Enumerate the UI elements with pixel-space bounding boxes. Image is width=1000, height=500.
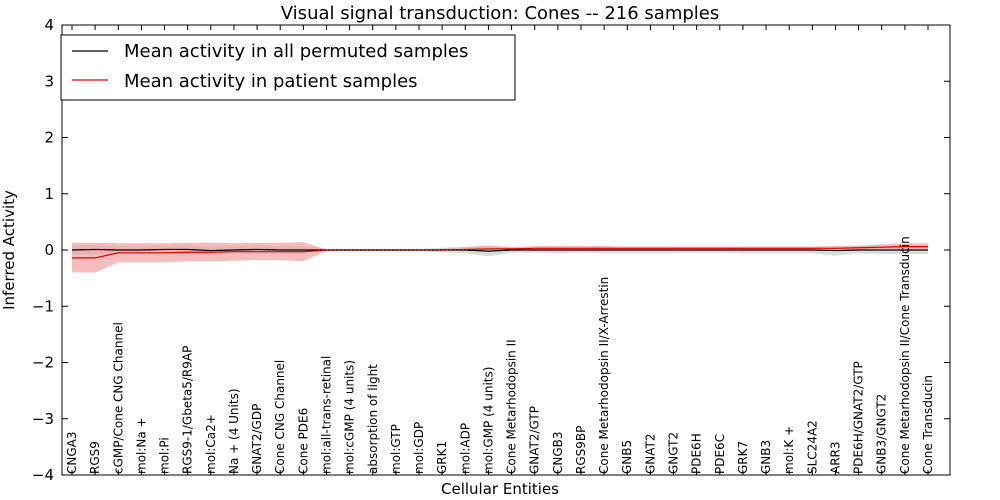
x-tick-label: mol:GDP — [412, 422, 426, 474]
x-tick-label: GNGT2 — [667, 432, 681, 474]
y-tick-label: 2 — [44, 129, 54, 147]
x-tick-label: mol:GTP — [389, 424, 403, 474]
x-tick-label: GNAT2/GTP — [528, 406, 542, 474]
x-tick-label: Cone Transducin — [921, 375, 935, 474]
x-tick-label: GRK7 — [736, 441, 750, 474]
x-tick-label: GNAT2 — [643, 433, 657, 474]
line-series-2 — [72, 246, 928, 259]
legend-box — [60, 34, 516, 101]
x-tick-label: mol:cGMP (4 units) — [343, 360, 357, 474]
y-axis-label: Inferred Activity — [0, 190, 18, 310]
x-tick-label: mol:Ca2+ — [204, 414, 218, 474]
x-tick-label: CNGB3 — [551, 431, 565, 474]
y-tick-label: 0 — [44, 241, 54, 259]
chart-title: Visual signal transduction: Cones -- 216… — [281, 3, 719, 24]
x-tick-label: PDE6C — [713, 434, 727, 474]
x-tick-label: RGS9BP — [574, 426, 588, 474]
legend-label-patient: Mean activity in patient samples — [124, 71, 418, 92]
x-tick-label: Na + (4 Units) — [227, 388, 241, 474]
y-tick-label: −3 — [32, 410, 54, 428]
x-tick-label: Cone PDE6 — [296, 408, 310, 474]
x-tick-label: PDE6H — [690, 433, 704, 474]
x-tick-label: Cone CNG Channel — [273, 360, 287, 474]
x-tick-label: GNAT2/GDP — [250, 404, 264, 474]
x-tick-label: mol:Na + — [134, 417, 148, 474]
x-tick-label: cGMP/Cone CNG Channel — [111, 322, 125, 474]
y-tick-label: 1 — [44, 185, 54, 203]
x-tick-label: Cone Metarhodopsin II/X-Arrestin — [597, 277, 611, 474]
x-tick-label: mol:ADP — [458, 423, 472, 474]
x-tick-label: Cone Metarhodopsin II/Cone Transducin — [898, 236, 912, 474]
y-axis: −4 −3 −2 −1 0 1 2 3 4 — [32, 16, 950, 484]
x-tick-label: PDE6H/GNAT2/GTP — [852, 361, 866, 474]
x-tick-label: GNB3 — [759, 440, 773, 474]
series-lines — [71, 246, 928, 259]
x-tick-label: mol:all-trans-retinal — [319, 356, 333, 474]
x-tick-label: mol:GMP (4 units) — [481, 367, 495, 474]
y-tick-label: −4 — [32, 466, 54, 484]
line-series-1-dashed-overlay — [71, 248, 928, 252]
x-tick-label: mol:Pi — [158, 437, 172, 474]
legend: Mean activity in all permuted samples Me… — [60, 34, 516, 101]
x-tick-label: ARR3 — [828, 441, 842, 474]
y-tick-label: 4 — [44, 16, 54, 34]
y-tick-label: −1 — [32, 297, 54, 315]
legend-label-permuted: Mean activity in all permuted samples — [124, 41, 468, 62]
x-tick-label: GNB5 — [620, 440, 634, 474]
x-tick-label: mol:K + — [782, 426, 796, 474]
x-tick-label: SLC24A2 — [805, 420, 819, 474]
x-tick-label: CNGA3 — [65, 432, 79, 475]
x-axis: CNGA3 RGS9 cGMP/Cone CNG Channel mol:Na + mo… — [65, 25, 935, 475]
x-tick-label: Cone Metarhodopsin II — [505, 339, 519, 474]
x-tick-label: absorption of light — [366, 364, 380, 474]
y-tick-label: 3 — [44, 72, 54, 90]
x-tick-label: RGS9 — [88, 441, 102, 474]
x-tick-label: GNB3/GNGT2 — [875, 394, 889, 474]
x-tick-label: GRK1 — [435, 441, 449, 474]
x-axis-label: Cellular Entities — [441, 480, 559, 498]
x-tick-label: RGS9-1/Gbeta5/R9AP — [181, 346, 195, 474]
y-tick-label: −2 — [32, 354, 54, 372]
